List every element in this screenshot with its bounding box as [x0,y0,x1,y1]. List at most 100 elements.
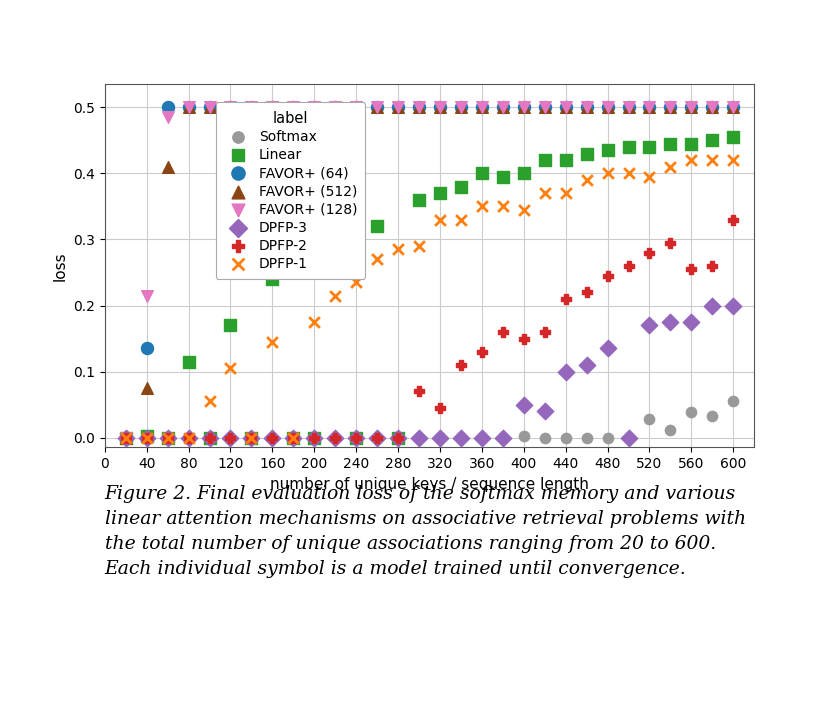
Linear [182,356,195,367]
FAVOR+ (128) [538,102,551,113]
FAVOR+ (512) [349,102,363,113]
FAVOR+ (64) [287,102,300,113]
DPFP-3 [370,432,384,443]
DPFP-3 [433,432,447,443]
Linear [119,432,132,443]
FAVOR+ (128) [182,102,195,113]
Softmax [308,432,321,443]
Linear [349,432,363,443]
FAVOR+ (128) [475,102,489,113]
FAVOR+ (128) [349,102,363,113]
Linear [622,141,635,153]
Softmax [119,432,132,443]
Softmax [727,396,740,407]
DPFP-3 [182,432,195,443]
DPFP-3 [727,300,740,311]
Linear [328,214,342,225]
Y-axis label: loss: loss [53,251,68,280]
X-axis label: number of unique keys / sequence length: number of unique keys / sequence length [270,477,589,491]
DPFP-2 [203,432,216,443]
Softmax [203,432,216,443]
Linear [370,221,384,232]
Linear [685,138,698,150]
DPFP-2 [391,432,405,443]
FAVOR+ (128) [643,102,656,113]
FAVOR+ (64) [328,102,342,113]
DPFP-3 [454,432,468,443]
DPFP-3 [643,320,656,331]
FAVOR+ (128) [433,102,447,113]
DPFP-2 [496,326,510,337]
Softmax [182,432,195,443]
DPFP-2 [454,359,468,370]
FAVOR+ (128) [119,432,132,443]
DPFP-3 [349,432,363,443]
Linear [538,155,551,166]
Softmax [391,432,405,443]
Linear [287,432,300,443]
Linear [727,131,740,143]
Softmax [601,432,614,443]
DPFP-2 [538,326,551,337]
Softmax [559,432,572,443]
DPFP-2 [161,432,174,443]
FAVOR+ (64) [140,343,153,354]
DPFP-3 [308,432,321,443]
Linear [559,155,572,166]
DPFP-3 [559,366,572,377]
DPFP-1 [643,171,656,182]
FAVOR+ (512) [496,102,510,113]
FAVOR+ (512) [245,102,258,113]
DPFP-1 [203,396,216,407]
FAVOR+ (128) [370,102,384,113]
DPFP-1 [517,204,530,215]
DPFP-3 [266,432,279,443]
DPFP-2 [370,432,384,443]
DPFP-2 [517,333,530,344]
FAVOR+ (64) [559,102,572,113]
DPFP-1 [287,432,300,443]
Softmax [349,432,363,443]
DPFP-2 [349,432,363,443]
FAVOR+ (512) [454,102,468,113]
FAVOR+ (64) [517,102,530,113]
FAVOR+ (64) [245,102,258,113]
DPFP-1 [266,336,279,347]
FAVOR+ (64) [475,102,489,113]
DPFP-2 [119,432,132,443]
Linear [580,148,593,160]
DPFP-1 [475,201,489,212]
Linear [140,430,153,441]
Linear [203,432,216,443]
DPFP-2 [580,287,593,298]
FAVOR+ (512) [559,102,572,113]
Softmax [475,432,489,443]
Softmax [433,432,447,443]
DPFP-1 [601,168,614,179]
Linear [391,432,405,443]
FAVOR+ (512) [664,102,677,113]
Linear [706,135,719,146]
DPFP-3 [664,316,677,328]
DPFP-1 [496,201,510,212]
Softmax [161,432,174,443]
Softmax [496,432,510,443]
FAVOR+ (512) [119,432,132,443]
DPFP-3 [245,432,258,443]
FAVOR+ (64) [706,102,719,113]
Softmax [517,430,530,441]
DPFP-1 [161,432,174,443]
FAVOR+ (128) [517,102,530,113]
DPFP-3 [224,432,237,443]
Linear [601,145,614,156]
FAVOR+ (512) [224,102,237,113]
FAVOR+ (512) [161,161,174,172]
FAVOR+ (128) [664,102,677,113]
Softmax [706,410,719,421]
DPFP-2 [308,432,321,443]
Linear [412,194,426,205]
Softmax [622,432,635,443]
DPFP-2 [706,260,719,271]
DPFP-2 [727,214,740,225]
DPFP-1 [349,277,363,288]
